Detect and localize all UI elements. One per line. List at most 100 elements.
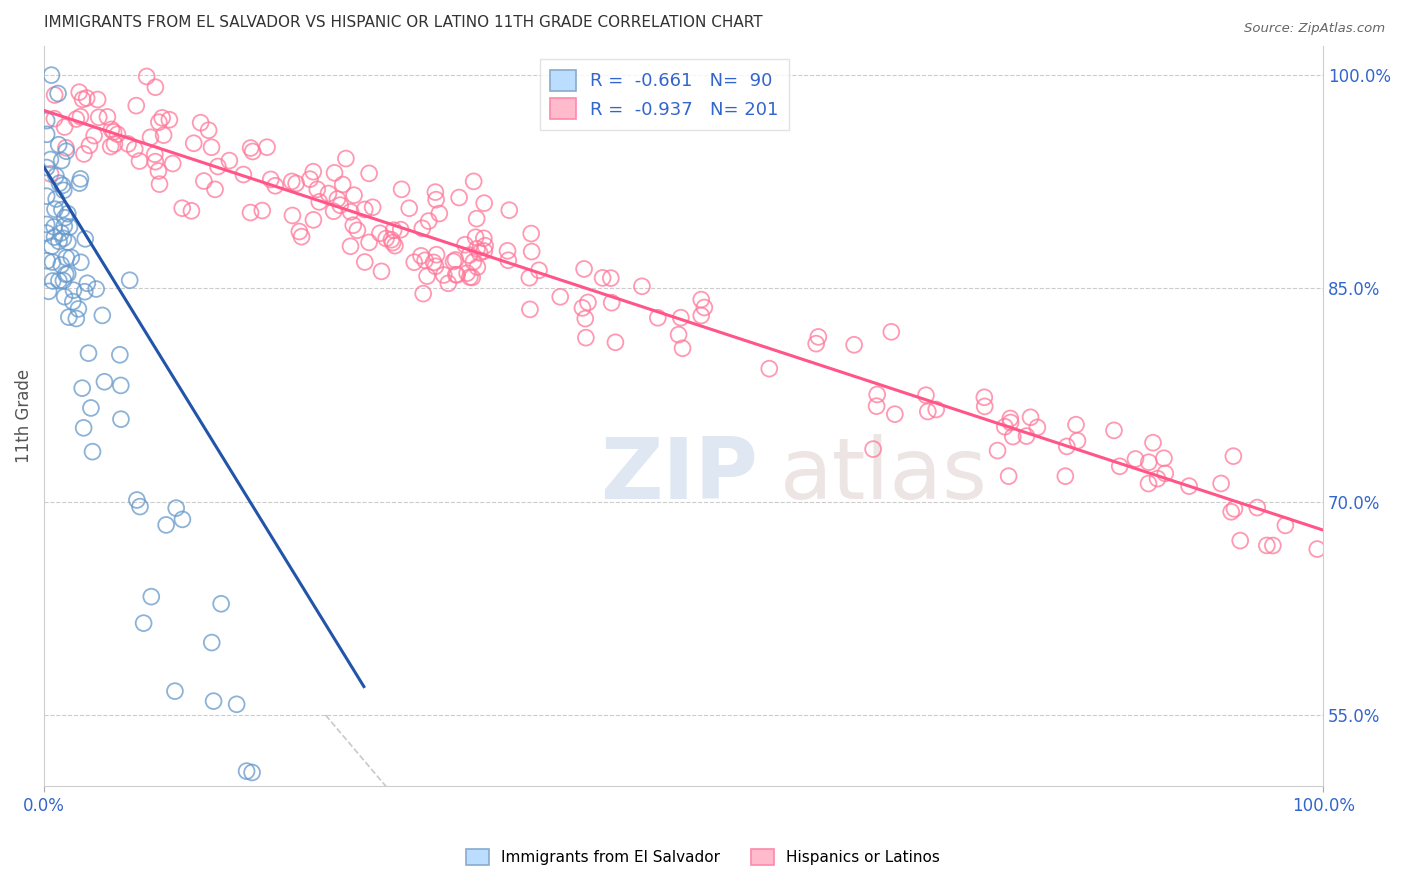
Point xyxy=(76,277,98,291)
Point xyxy=(381,235,404,250)
Point xyxy=(162,156,184,170)
Point xyxy=(52,231,75,245)
Point xyxy=(693,301,716,315)
Point xyxy=(1054,469,1077,483)
Point xyxy=(204,182,226,196)
Point xyxy=(69,255,91,269)
Point xyxy=(65,311,87,326)
Point xyxy=(240,765,263,780)
Point xyxy=(49,226,72,240)
Point xyxy=(332,178,354,192)
Point xyxy=(307,182,329,196)
Point xyxy=(605,335,627,350)
Point xyxy=(35,189,58,203)
Point xyxy=(1015,429,1038,443)
Point xyxy=(55,141,77,155)
Point xyxy=(1000,416,1022,430)
Point xyxy=(41,68,63,82)
Point xyxy=(45,192,67,206)
Point xyxy=(155,517,177,532)
Point xyxy=(323,166,346,180)
Point xyxy=(242,145,264,159)
Point xyxy=(917,404,939,418)
Point xyxy=(281,174,304,188)
Point xyxy=(39,167,62,181)
Point xyxy=(519,302,541,317)
Point xyxy=(343,188,366,202)
Point xyxy=(139,130,162,145)
Point xyxy=(129,500,152,514)
Point xyxy=(517,270,540,285)
Point xyxy=(465,260,488,274)
Point xyxy=(67,301,90,316)
Point xyxy=(671,341,693,355)
Point xyxy=(44,230,66,244)
Point xyxy=(69,176,91,190)
Point xyxy=(411,221,433,235)
Point xyxy=(1064,417,1087,432)
Point xyxy=(631,279,654,293)
Text: atlas: atlas xyxy=(779,434,987,517)
Point xyxy=(197,123,219,137)
Point xyxy=(152,128,174,142)
Point xyxy=(496,244,519,258)
Point xyxy=(239,141,262,155)
Point xyxy=(132,616,155,631)
Point xyxy=(70,381,93,395)
Point xyxy=(425,260,447,274)
Point xyxy=(82,444,104,458)
Point xyxy=(117,136,139,151)
Point xyxy=(353,255,375,269)
Point xyxy=(232,855,254,870)
Point xyxy=(1066,434,1088,448)
Point xyxy=(461,270,484,285)
Point xyxy=(458,270,481,285)
Point xyxy=(389,222,412,236)
Point xyxy=(883,407,905,421)
Point xyxy=(804,336,827,351)
Point xyxy=(35,161,58,175)
Point xyxy=(498,203,520,218)
Point xyxy=(165,501,187,516)
Point xyxy=(1256,538,1278,552)
Point xyxy=(1137,455,1160,469)
Point xyxy=(201,635,224,649)
Point xyxy=(35,113,58,128)
Point xyxy=(690,293,713,307)
Point xyxy=(87,110,110,124)
Point xyxy=(35,218,58,232)
Point xyxy=(444,252,467,267)
Point xyxy=(994,419,1017,434)
Point xyxy=(384,238,406,252)
Point xyxy=(150,111,173,125)
Point xyxy=(1056,439,1078,453)
Point xyxy=(51,202,73,217)
Point xyxy=(48,235,70,249)
Point xyxy=(375,231,398,245)
Point xyxy=(44,202,66,217)
Point xyxy=(361,200,384,214)
Point xyxy=(264,178,287,193)
Point xyxy=(404,255,426,269)
Point xyxy=(574,311,596,326)
Point xyxy=(1209,476,1232,491)
Point xyxy=(128,154,150,169)
Point xyxy=(416,269,439,284)
Point xyxy=(202,694,225,708)
Point xyxy=(55,145,77,159)
Point xyxy=(288,225,311,239)
Point xyxy=(444,268,467,282)
Point xyxy=(48,274,70,288)
Point xyxy=(96,110,118,124)
Point xyxy=(69,110,91,124)
Point xyxy=(172,512,194,526)
Point xyxy=(758,361,780,376)
Point xyxy=(141,590,163,604)
Point xyxy=(298,172,321,186)
Point xyxy=(260,172,283,186)
Point xyxy=(86,93,108,107)
Point xyxy=(45,169,67,183)
Point xyxy=(520,227,543,241)
Point xyxy=(76,91,98,105)
Point xyxy=(599,271,621,285)
